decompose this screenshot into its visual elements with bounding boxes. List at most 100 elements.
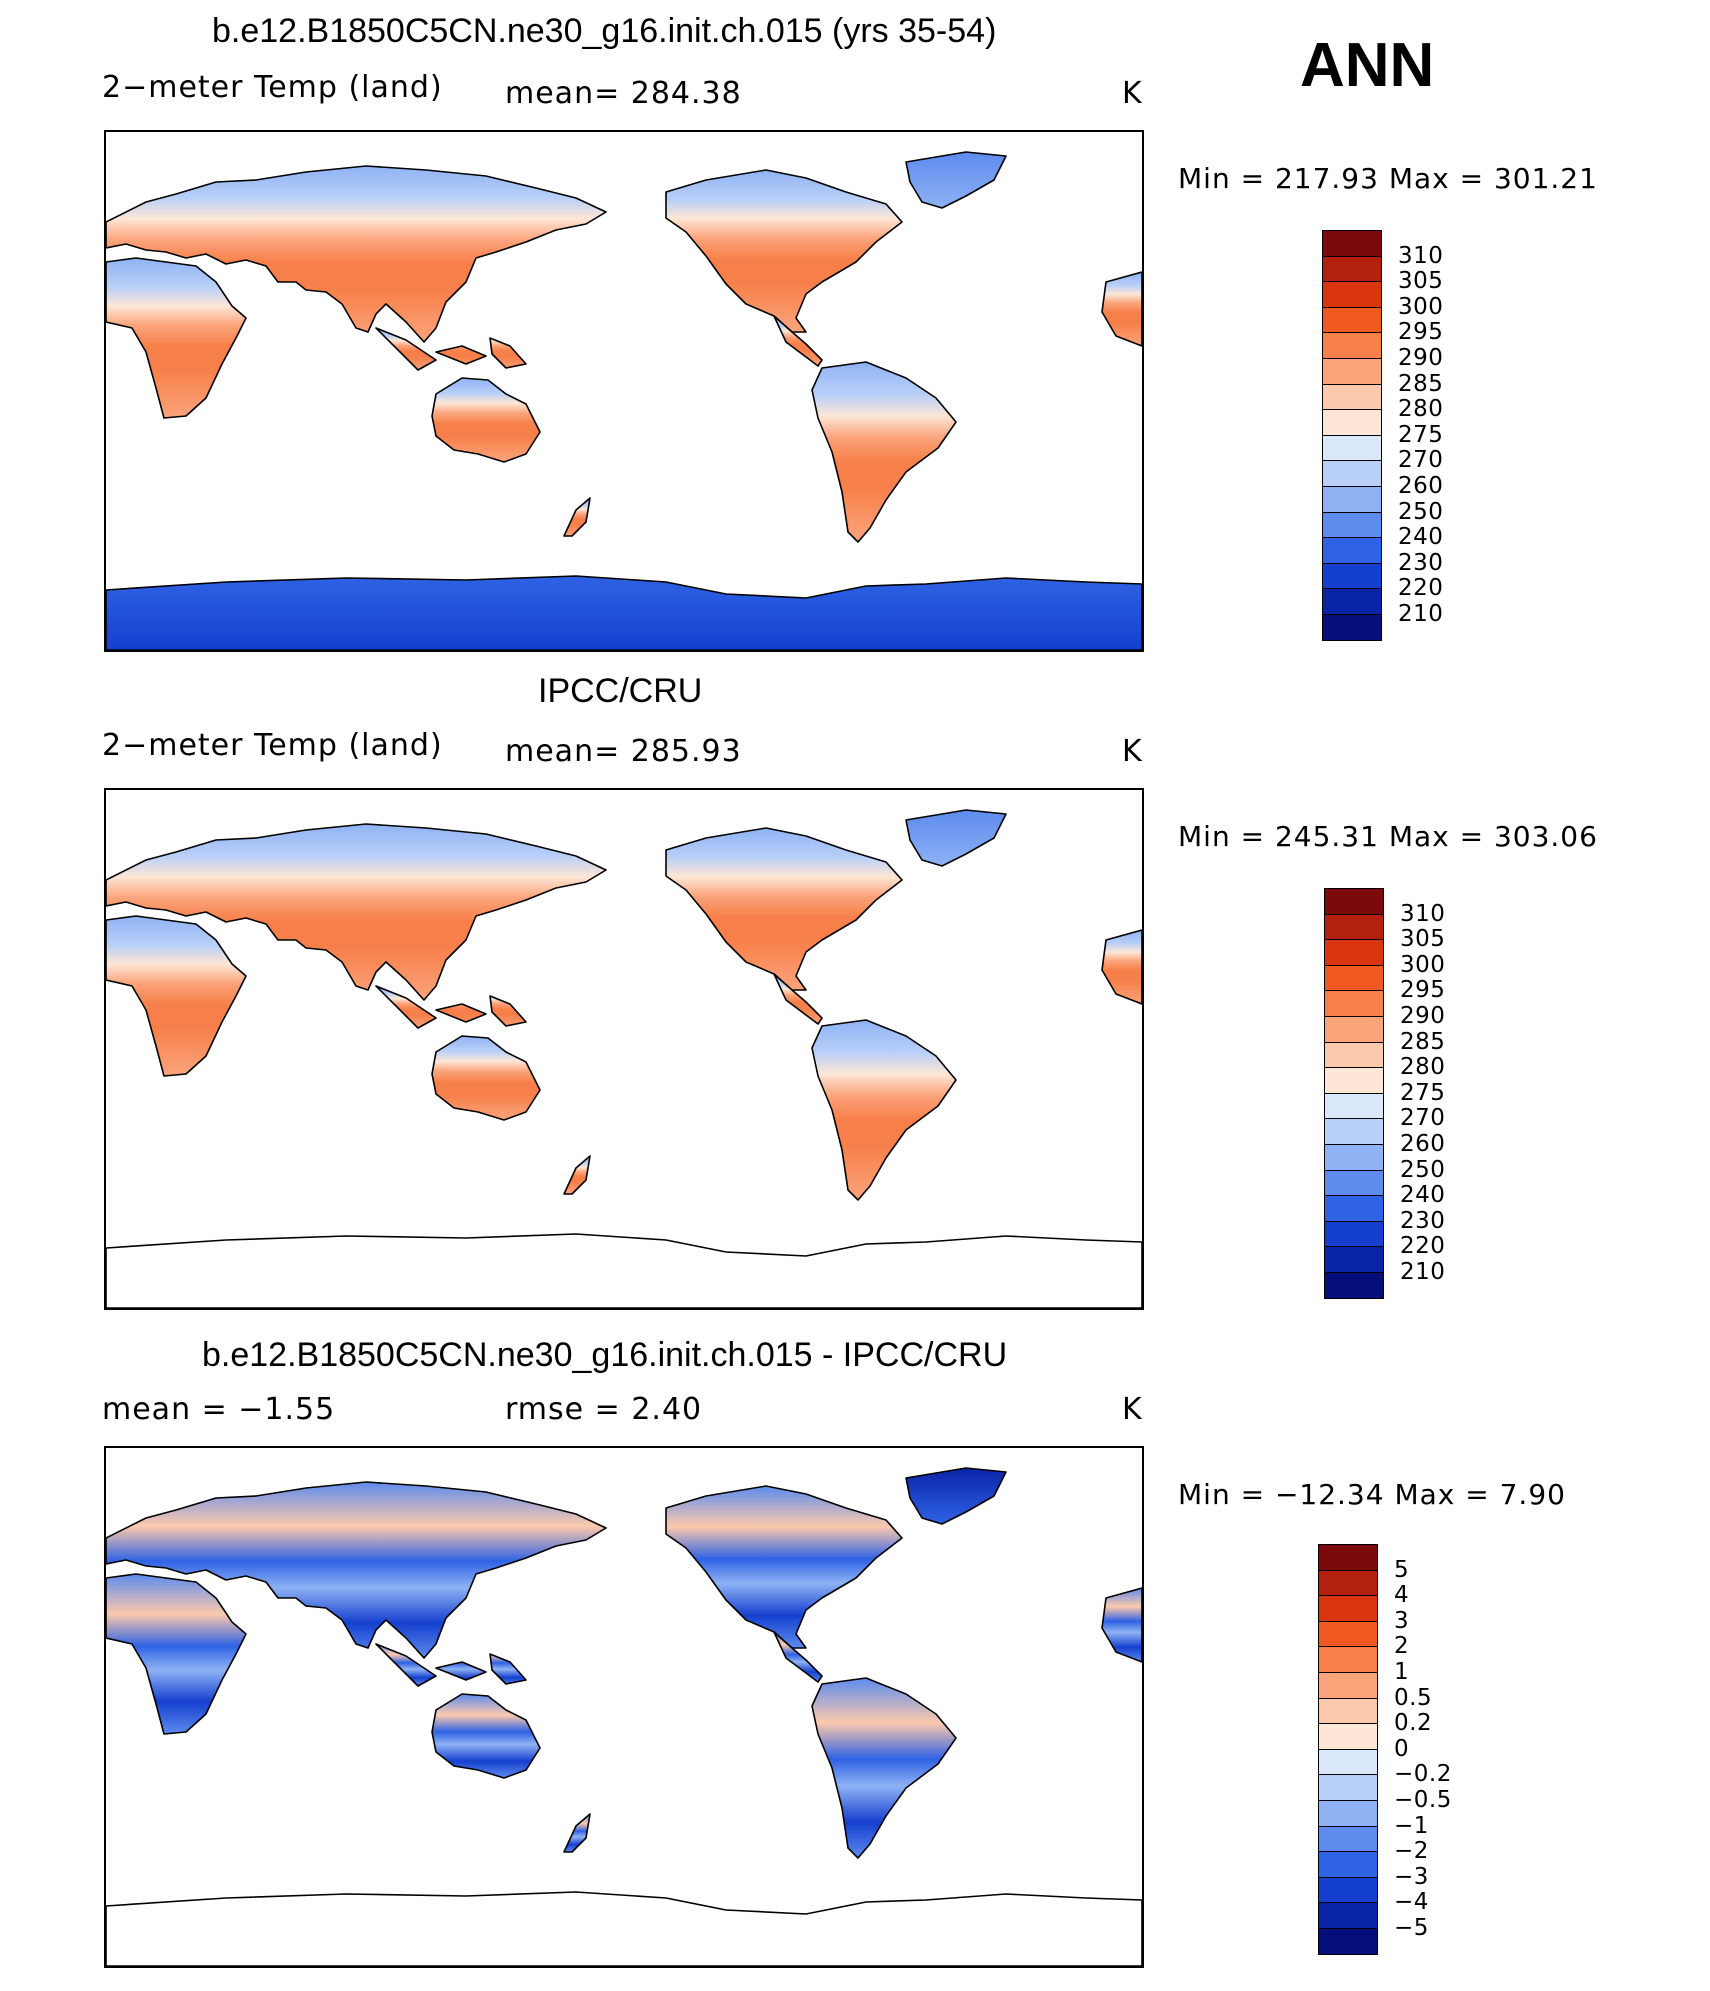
colorbar-label: 305 <box>1400 926 1446 953</box>
world-map <box>104 788 1144 1310</box>
world-map <box>104 1446 1144 1968</box>
colorbar-label: 280 <box>1400 1054 1446 1081</box>
colorbar-swatch <box>1318 1595 1378 1622</box>
colorbar-swatch <box>1324 1118 1384 1145</box>
panel-title: b.e12.B1850C5CN.ne30_g16.init.ch.015 - I… <box>202 1336 1008 1374</box>
colorbar-swatch <box>1318 1851 1378 1878</box>
colorbar-label: 280 <box>1398 396 1444 423</box>
colorbar-swatch <box>1324 1016 1384 1043</box>
colorbar-swatch <box>1324 939 1384 966</box>
south-america-landmass <box>811 1019 957 1201</box>
units-label: K <box>1122 76 1143 111</box>
colorbar-swatch <box>1322 281 1382 308</box>
australia-landmass <box>431 1693 541 1779</box>
colorbar-label: 270 <box>1398 447 1444 474</box>
southeast-asia-islands <box>375 327 527 371</box>
greenland-landmass <box>905 151 1007 209</box>
antarctica-landmass <box>106 575 1142 650</box>
colorbar-label: 295 <box>1400 977 1446 1004</box>
colorbar-swatch <box>1322 358 1382 385</box>
colorbar-swatch <box>1322 230 1382 257</box>
colorbar-swatch <box>1324 1169 1384 1197</box>
colorbar-label: −0.2 <box>1394 1761 1452 1788</box>
colorbar-label: 210 <box>1400 1259 1446 1285</box>
colorbar-swatch <box>1322 562 1382 590</box>
colorbar-label: −5 <box>1394 1915 1429 1941</box>
colorbar-label: 270 <box>1400 1105 1446 1132</box>
colorbar-label: 310 <box>1400 900 1446 927</box>
colorbar-swatch <box>1318 1672 1378 1699</box>
colorbar-label: −0.5 <box>1394 1787 1452 1813</box>
greenland-landmass <box>905 809 1007 867</box>
south-america-landmass <box>811 361 957 543</box>
eurasia-landmass <box>106 823 607 1001</box>
colorbar-swatch <box>1318 1748 1378 1776</box>
colorbar-label: 295 <box>1398 319 1444 346</box>
colorbar-label: 300 <box>1400 951 1446 978</box>
africa-landmass <box>106 915 247 1077</box>
colorbar-swatch <box>1322 614 1382 641</box>
min-max-text: Min = 217.93 Max = 301.21 <box>1178 162 1598 195</box>
new-zealand-landmass <box>563 1813 591 1853</box>
colorbar-swatch <box>1324 1246 1384 1273</box>
colorbar-label: 310 <box>1398 242 1444 269</box>
central-america-landmass <box>773 1631 823 1683</box>
central-america-landmass <box>773 315 823 367</box>
colorbar-label: 300 <box>1398 293 1444 320</box>
colorbar-swatch <box>1322 537 1382 564</box>
colorbar-swatch <box>1318 1928 1378 1955</box>
variable-label: 2−meter Temp (land) <box>102 70 443 105</box>
colorbar-label: 0.2 <box>1394 1710 1433 1737</box>
southeast-asia-islands <box>375 985 527 1029</box>
southeast-asia-islands <box>375 1643 527 1687</box>
colorbar-swatch <box>1318 1800 1378 1827</box>
colorbar-label: 220 <box>1398 575 1444 602</box>
colorbar-swatch <box>1322 460 1382 487</box>
colorbar-swatch <box>1318 1697 1378 1725</box>
colorbar-swatch <box>1324 964 1384 992</box>
mean-value: mean= 285.93 <box>505 734 742 769</box>
western-europe-landmass <box>1101 271 1142 347</box>
colorbar-label: 230 <box>1400 1207 1446 1234</box>
greenland-landmass <box>905 1467 1007 1525</box>
colorbar-swatch <box>1322 383 1382 411</box>
colorbar-label: 305 <box>1398 268 1444 295</box>
colorbar-swatch <box>1322 486 1382 513</box>
colorbar-label: 275 <box>1400 1079 1446 1106</box>
colorbar-swatch <box>1324 1144 1384 1171</box>
colorbar-label: 3 <box>1394 1607 1410 1634</box>
new-zealand-landmass <box>563 497 591 537</box>
colorbar-swatch <box>1322 434 1382 462</box>
colorbar-label: −1 <box>1394 1812 1429 1839</box>
colorbar-swatch <box>1318 1620 1378 1648</box>
north-america-landmass <box>665 827 903 991</box>
colorbar-label: 220 <box>1400 1233 1446 1260</box>
colorbar-label: 285 <box>1398 370 1444 397</box>
colorbar-swatch <box>1318 1876 1378 1904</box>
mean-value: mean = −1.55 <box>102 1392 336 1427</box>
colorbar-label: 290 <box>1398 345 1444 371</box>
western-europe-landmass <box>1101 1587 1142 1663</box>
north-america-landmass <box>665 1485 903 1649</box>
min-max-text: Min = −12.34 Max = 7.90 <box>1178 1478 1566 1511</box>
colorbar-label: −4 <box>1394 1889 1429 1916</box>
eurasia-landmass <box>106 1481 607 1659</box>
world-map <box>104 130 1144 652</box>
colorbar-label: 0 <box>1394 1735 1410 1762</box>
colorbar-swatch <box>1324 1041 1384 1069</box>
colorbar-swatch <box>1318 1902 1378 1929</box>
colorbar-swatch <box>1324 1195 1384 1222</box>
colorbar-swatch <box>1318 1646 1378 1673</box>
colorbar-swatch <box>1324 1220 1384 1248</box>
colorbar-label: −3 <box>1394 1863 1429 1890</box>
western-europe-landmass <box>1101 929 1142 1005</box>
units-label: K <box>1122 1392 1143 1427</box>
min-max-text: Min = 245.31 Max = 303.06 <box>1178 820 1598 853</box>
colorbar-label: 250 <box>1400 1156 1446 1183</box>
colorbar-swatch <box>1324 1272 1384 1299</box>
colorbar-swatch <box>1324 1092 1384 1120</box>
colorbar-label: 275 <box>1398 421 1444 448</box>
colorbar-label: 4 <box>1394 1582 1410 1609</box>
colorbar-swatch <box>1322 511 1382 539</box>
colorbar-label: 285 <box>1400 1028 1446 1055</box>
